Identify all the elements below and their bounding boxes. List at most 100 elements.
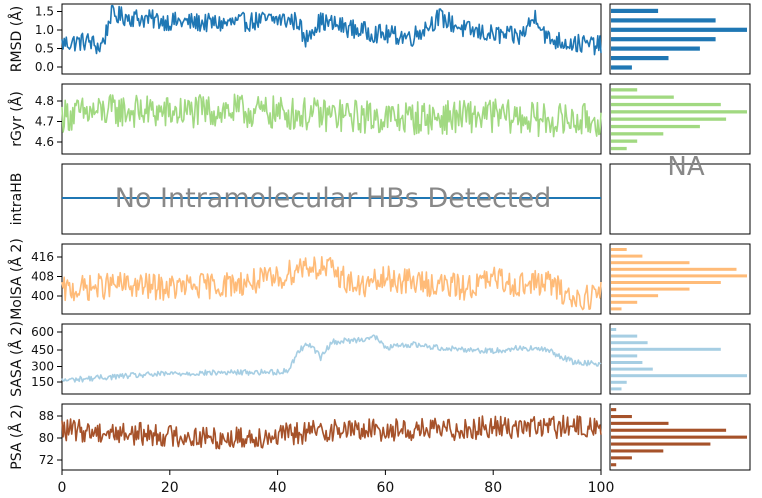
sasa-ytick-label: 150	[31, 375, 54, 389]
intrahb-row: No Intramolecular HBs Detected NA intraH…	[9, 152, 751, 235]
rgyr-hist-bar	[611, 139, 638, 143]
molsa-hist-layer	[611, 248, 747, 311]
rmsd-ytick-label: 1.0	[35, 23, 54, 37]
sasa-hist-bar	[611, 367, 653, 371]
sasa-ytick-label: 450	[31, 343, 54, 357]
psa-ytick-label: 88	[39, 409, 54, 423]
rmsd-hist-bar	[611, 37, 716, 42]
rmsd-plot-frame	[61, 3, 602, 75]
molsa-yticks: 400 408 416	[31, 250, 62, 303]
psa-yticks: 72 80 88	[39, 409, 62, 467]
molsa-hist-bar	[611, 294, 659, 298]
sasa-hist-bar	[611, 387, 622, 391]
rgyr-yticks: 4.6 4.7 4.8	[35, 94, 62, 149]
molsa-series-line	[61, 255, 602, 311]
intrahb-ylabel: intraHB	[9, 173, 25, 226]
molsa-hist-bar	[611, 274, 747, 278]
psa-plot-frame	[61, 403, 602, 471]
x-tick-label: 20	[161, 480, 179, 496]
rgyr-hist-bar	[611, 146, 627, 151]
rgyr-hist-bar	[611, 95, 674, 99]
sasa-hist-layer	[611, 328, 747, 391]
rmsd-trace-layer	[61, 4, 602, 56]
rgyr-hist-bar	[611, 102, 721, 107]
molsa-plot-frame	[61, 243, 602, 315]
molsa-ytick-label: 408	[31, 270, 54, 284]
molsa-row: MolSA (Å 2) 400 408 416	[8, 238, 751, 320]
rgyr-ytick-label: 4.7	[35, 115, 54, 129]
rmsd-ylabel: RMSD (Å)	[8, 6, 25, 72]
sasa-hist-bar	[611, 374, 747, 378]
rmsd-hist-bar	[611, 27, 747, 32]
intrahb-hist-annotation: NA	[667, 152, 704, 182]
molsa-hist-bar	[611, 307, 622, 311]
rmsd-hist-bar	[611, 18, 716, 23]
rmsd-hist-bar	[611, 8, 659, 13]
rmsd-series-line	[61, 4, 602, 56]
psa-hist-bar	[611, 463, 617, 467]
psa-ylabel: PSA (Å 2)	[8, 404, 25, 469]
psa-hist-bar	[611, 442, 711, 446]
sasa-series-line	[61, 334, 602, 383]
psa-hist-bar	[611, 428, 727, 432]
rgyr-ytick-label: 4.8	[35, 94, 54, 108]
x-tick-label: 40	[269, 480, 287, 496]
psa-hist-bar	[611, 421, 669, 425]
psa-hist-layer	[611, 408, 747, 467]
rmsd-hist-frame	[609, 3, 751, 75]
psa-row: PSA (Å 2) 72 80 88	[8, 403, 751, 471]
molsa-hist-bar	[611, 261, 690, 265]
rgyr-hist-bar	[611, 110, 747, 114]
sasa-hist-bar	[611, 361, 643, 364]
molsa-hist-frame	[609, 243, 751, 315]
rgyr-ylabel: rGyr (Å)	[8, 91, 25, 147]
psa-hist-bar	[611, 435, 747, 439]
molsa-hist-bar	[611, 287, 690, 291]
rmsd-hist-bar	[611, 46, 700, 51]
rgyr-hist-bar	[611, 117, 727, 121]
molsa-hist-bar	[611, 248, 627, 251]
x-axis: 0 20 40 60 80 100	[58, 470, 615, 496]
psa-trace-layer	[61, 414, 602, 450]
sasa-hist-bar	[611, 341, 648, 345]
rmsd-ytick-label: 1.5	[35, 5, 54, 19]
x-tick-label: 60	[376, 480, 394, 496]
rgyr-trace-layer	[61, 93, 602, 138]
rmsd-row: RMSD (Å) 0.0 0.5 1.0 1.5	[8, 3, 751, 75]
molsa-hist-bar	[611, 300, 638, 304]
intrahb-annotation: No Intramolecular HBs Detected	[115, 183, 551, 214]
sasa-ytick-label: 600	[31, 325, 54, 339]
rmsd-hist-bar	[611, 65, 632, 70]
x-tick-label: 0	[58, 480, 67, 496]
rgyr-hist-bar	[611, 88, 638, 92]
molsa-ytick-label: 400	[31, 289, 54, 303]
sasa-ylabel: SASA (Å 2)	[8, 321, 25, 397]
rgyr-row: rGyr (Å) 4.6 4.7 4.8	[8, 83, 751, 155]
molsa-trace-layer	[61, 255, 602, 311]
rmsd-hist-bar	[611, 56, 669, 61]
sasa-plot-frame	[61, 323, 602, 395]
sasa-ytick-label: 300	[31, 360, 54, 374]
psa-hist-frame	[609, 403, 751, 471]
molsa-ytick-label: 416	[31, 250, 54, 264]
rmsd-ytick-label: 0.0	[35, 60, 54, 74]
psa-hist-bar	[611, 408, 617, 412]
sasa-hist-bar	[611, 354, 638, 358]
sasa-hist-bar	[611, 380, 627, 384]
intrahb-hist-frame	[609, 163, 751, 235]
sasa-hist-bar	[611, 328, 617, 331]
x-tick-label: 100	[588, 480, 615, 496]
psa-hist-bar	[611, 415, 632, 419]
sasa-yticks: 150 300 450 600	[31, 325, 62, 389]
rgyr-hist-frame	[609, 83, 751, 155]
psa-ytick-label: 80	[39, 431, 54, 445]
sasa-hist-frame	[609, 323, 751, 395]
rmsd-yticks: 0.0 0.5 1.0 1.5	[35, 5, 62, 74]
rmsd-hist-layer	[611, 8, 747, 70]
psa-ytick-label: 72	[39, 453, 54, 467]
psa-series-line	[61, 414, 602, 450]
rgyr-series-line	[61, 93, 602, 138]
molsa-hist-bar	[611, 281, 721, 284]
sasa-trace-layer	[61, 334, 602, 383]
